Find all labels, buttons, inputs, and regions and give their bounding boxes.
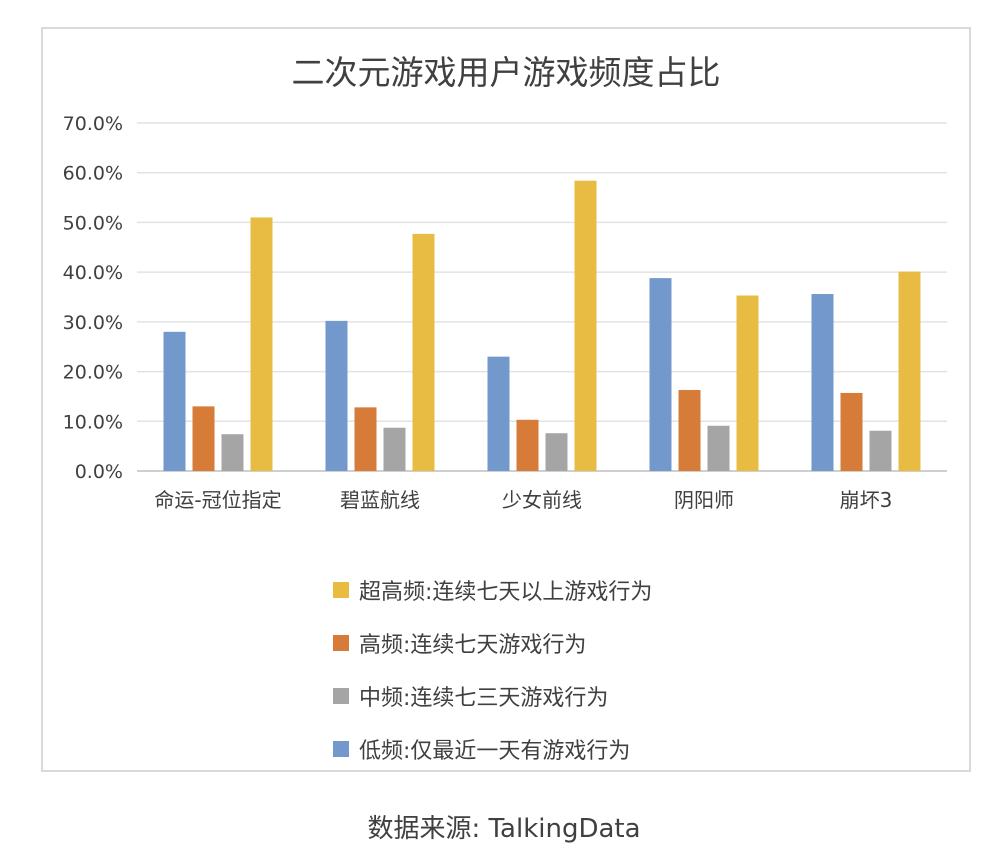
y-axis-ticks: 0.0% 10.0% 20.0% 30.0% 40.0% 50.0% 60.0% 70.0%: [63, 113, 123, 483]
bar: [516, 419, 539, 471]
legend-item: 高频:连续七天游戏行为: [333, 630, 652, 658]
x-tick-label: 少女前线: [502, 488, 582, 512]
bar: [898, 271, 921, 471]
y-tick-label: 60.0%: [63, 163, 123, 185]
bar: [545, 433, 568, 471]
x-tick-label: 阴阳师: [674, 488, 734, 512]
y-tick-label: 50.0%: [63, 212, 123, 234]
chart-title: 二次元游戏用户游戏频度占比: [292, 53, 721, 92]
bar: [192, 406, 215, 471]
y-tick-label: 0.0%: [75, 461, 123, 483]
bar: [487, 356, 510, 471]
legend-label: 超高频:连续七天以上游戏行为: [359, 580, 653, 605]
legend-label: 中频:连续七三天游戏行为: [359, 686, 609, 711]
bar: [811, 294, 834, 471]
legend-swatch: [333, 582, 349, 598]
bar: [163, 331, 186, 471]
legend-swatch: [333, 635, 349, 651]
source-note: 数据来源: TalkingData: [367, 814, 641, 844]
bar: [574, 180, 597, 471]
y-tick-label: 30.0%: [63, 312, 123, 334]
bar: [412, 233, 435, 471]
legend-label: 低频:仅最近一天有游戏行为: [359, 739, 631, 764]
x-tick-label: 碧蓝航线: [340, 488, 420, 512]
bar: [250, 217, 273, 471]
bar: [383, 427, 406, 471]
y-tick-label: 40.0%: [63, 262, 123, 284]
legend: 超高频:连续七天以上游戏行为 高频:连续七天游戏行为 中频:连续七三天游戏行为 低频:…: [333, 577, 652, 789]
bar: [869, 430, 892, 471]
x-tick-label: 命运-冠位指定: [154, 488, 281, 512]
y-tick-label: 20.0%: [63, 362, 123, 384]
y-tick-label: 70.0%: [63, 113, 123, 135]
legend-item: 中频:连续七三天游戏行为: [333, 683, 652, 711]
legend-swatch: [333, 741, 349, 757]
x-tick-label: 崩坏3: [840, 488, 893, 512]
bar: [649, 278, 672, 471]
bar: [678, 389, 701, 471]
legend-swatch: [333, 688, 349, 704]
x-axis-ticks: 命运-冠位指定 碧蓝航线 少女前线 阴阳师 崩坏3: [154, 488, 892, 512]
legend-item: 低频:仅最近一天有游戏行为: [333, 736, 652, 764]
bar: [736, 295, 759, 471]
y-tick-label: 10.0%: [63, 411, 123, 433]
bar-chart: 二次元游戏用户游戏频度占比 0.0% 10.0% 20.0% 30.0% 40.0% 50…: [63, 53, 947, 512]
bar: [840, 392, 863, 471]
bar: [325, 320, 348, 471]
chart-frame: 二次元游戏用户游戏频度占比 0.0% 10.0% 20.0% 30.0% 40.0% 50…: [41, 27, 971, 772]
legend-label: 高频:连续七天游戏行为: [359, 633, 587, 658]
bars: [163, 180, 921, 471]
bar: [707, 425, 730, 471]
bar: [354, 407, 377, 471]
legend-item: 超高频:连续七天以上游戏行为: [333, 577, 653, 605]
bar: [221, 434, 244, 471]
